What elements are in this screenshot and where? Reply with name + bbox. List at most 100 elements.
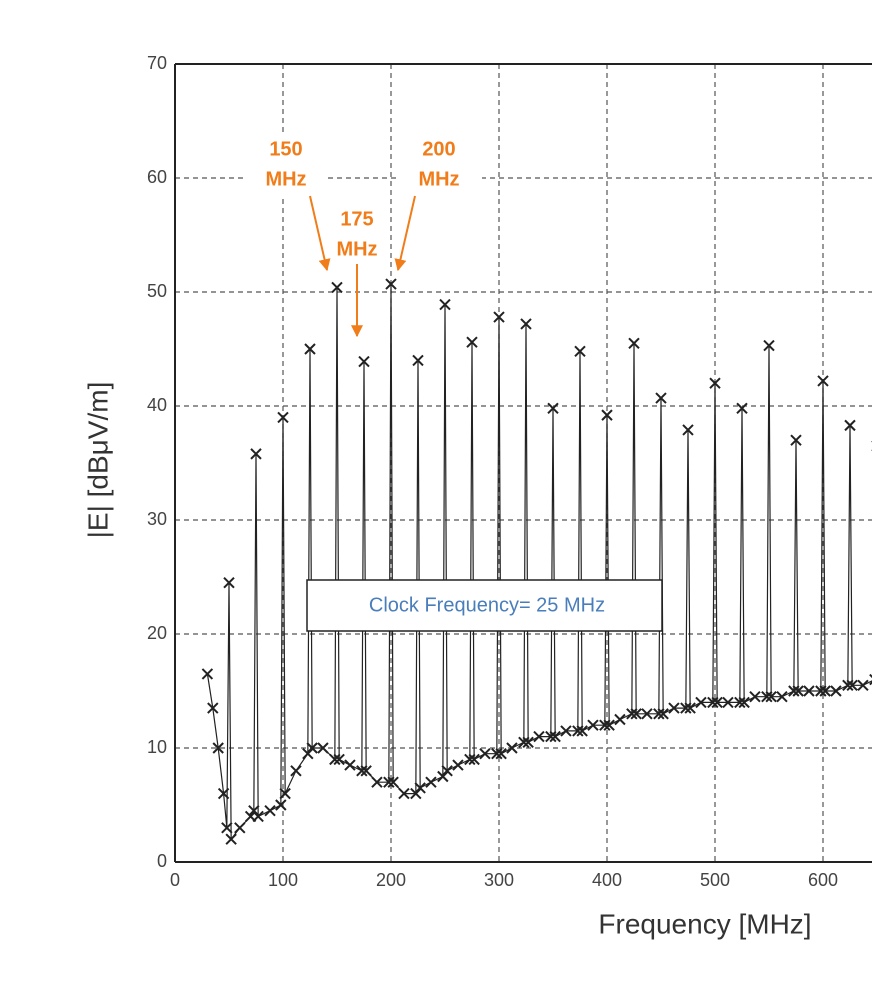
x-marker [279, 787, 291, 800]
x-marker [275, 799, 287, 811]
x-marker [709, 377, 721, 389]
x-marker [234, 822, 246, 834]
x-marker [668, 702, 680, 714]
x-marker [657, 708, 669, 720]
x-marker [506, 742, 518, 754]
x-marker [425, 776, 437, 788]
label-bg [396, 134, 482, 196]
annotations: 150 MHz 175 MHz 200 MHz Clock Frequency=… [244, 134, 663, 632]
x-marker [830, 685, 842, 697]
x-marker [576, 725, 588, 737]
x-marker [560, 725, 572, 737]
arrow [394, 195, 416, 272]
x-marker [844, 419, 856, 432]
x-marker [329, 753, 341, 766]
x-marker [722, 696, 734, 709]
x-marker [360, 765, 372, 777]
x-marker [857, 679, 869, 692]
x-marker [493, 311, 505, 323]
x-tick-label: 200 [376, 870, 406, 890]
x-marker [317, 742, 329, 754]
x-marker [776, 690, 788, 703]
x-marker [765, 690, 777, 703]
x-marker [304, 343, 316, 355]
x-marker [711, 696, 723, 709]
x-marker [491, 747, 503, 760]
x-tick-label: 500 [700, 870, 730, 890]
annotation: 200 [422, 138, 455, 160]
x-marker [264, 804, 276, 817]
x-marker [628, 337, 640, 350]
x-marker [574, 345, 586, 357]
spectrum-line [206, 284, 872, 841]
annotation: MHz [265, 168, 306, 190]
x-marker [412, 354, 424, 367]
x-marker [452, 759, 464, 771]
x-marker [680, 702, 692, 714]
x-marker [601, 409, 613, 421]
x-marker [736, 402, 748, 414]
x-marker [277, 411, 289, 424]
y-tick-label: 50 [147, 281, 167, 301]
x-marker [734, 696, 746, 709]
x-marker [387, 776, 399, 788]
x-marker [641, 708, 653, 720]
x-marker [306, 742, 318, 754]
x-marker [587, 719, 599, 731]
x-marker [223, 576, 235, 589]
x-marker [655, 392, 667, 404]
x-marker [817, 375, 829, 387]
y-tick-label: 30 [147, 509, 167, 529]
note: Clock Frequency= 25 MHz [369, 594, 605, 616]
y-tick-label: 60 [147, 167, 167, 187]
x-marker [763, 339, 775, 352]
x-marker [572, 725, 584, 737]
x-marker [738, 696, 750, 709]
x-marker [749, 690, 761, 703]
x-marker [439, 298, 451, 311]
x-axis-label: Frequency [MHz] [598, 908, 811, 939]
annotation: 150 [269, 138, 302, 160]
x-marker [225, 833, 237, 845]
x-marker [290, 765, 302, 777]
annotation: 175 [340, 208, 373, 230]
x-marker [792, 685, 804, 697]
x-marker [603, 719, 615, 731]
x-marker [356, 765, 368, 777]
y-tick-label: 0 [157, 851, 167, 871]
y-tick-label: 70 [147, 53, 167, 73]
x-marker [212, 742, 224, 754]
x-marker [479, 747, 491, 760]
y-axis-label: |E| [dBμV/m] [82, 382, 113, 539]
annotation: MHz [336, 238, 377, 260]
x-marker [371, 776, 383, 788]
x-tick-label: 600 [808, 870, 838, 890]
note-box [306, 579, 663, 632]
x-marker [533, 730, 545, 743]
x-marker [682, 424, 694, 436]
y-tick-label: 40 [147, 395, 167, 415]
arrow [309, 195, 331, 272]
x-marker [518, 736, 530, 749]
x-marker [695, 696, 707, 709]
x-marker [414, 782, 426, 794]
label-bg [244, 134, 328, 196]
x-marker [466, 336, 478, 348]
x-marker [522, 736, 534, 749]
annotation: MHz [418, 168, 459, 190]
x-marker [614, 713, 626, 726]
y-tick-label: 20 [147, 623, 167, 643]
x-marker [520, 318, 532, 330]
x-marker [545, 730, 557, 743]
x-tick-label: 400 [592, 870, 622, 890]
x-marker [788, 685, 800, 697]
plot-area [175, 63, 872, 863]
x-marker [398, 787, 410, 800]
x-marker [630, 708, 642, 720]
x-marker [815, 685, 827, 697]
x-marker [761, 690, 773, 703]
x-marker [626, 708, 638, 720]
x-marker [842, 679, 854, 692]
x-marker [468, 753, 480, 766]
